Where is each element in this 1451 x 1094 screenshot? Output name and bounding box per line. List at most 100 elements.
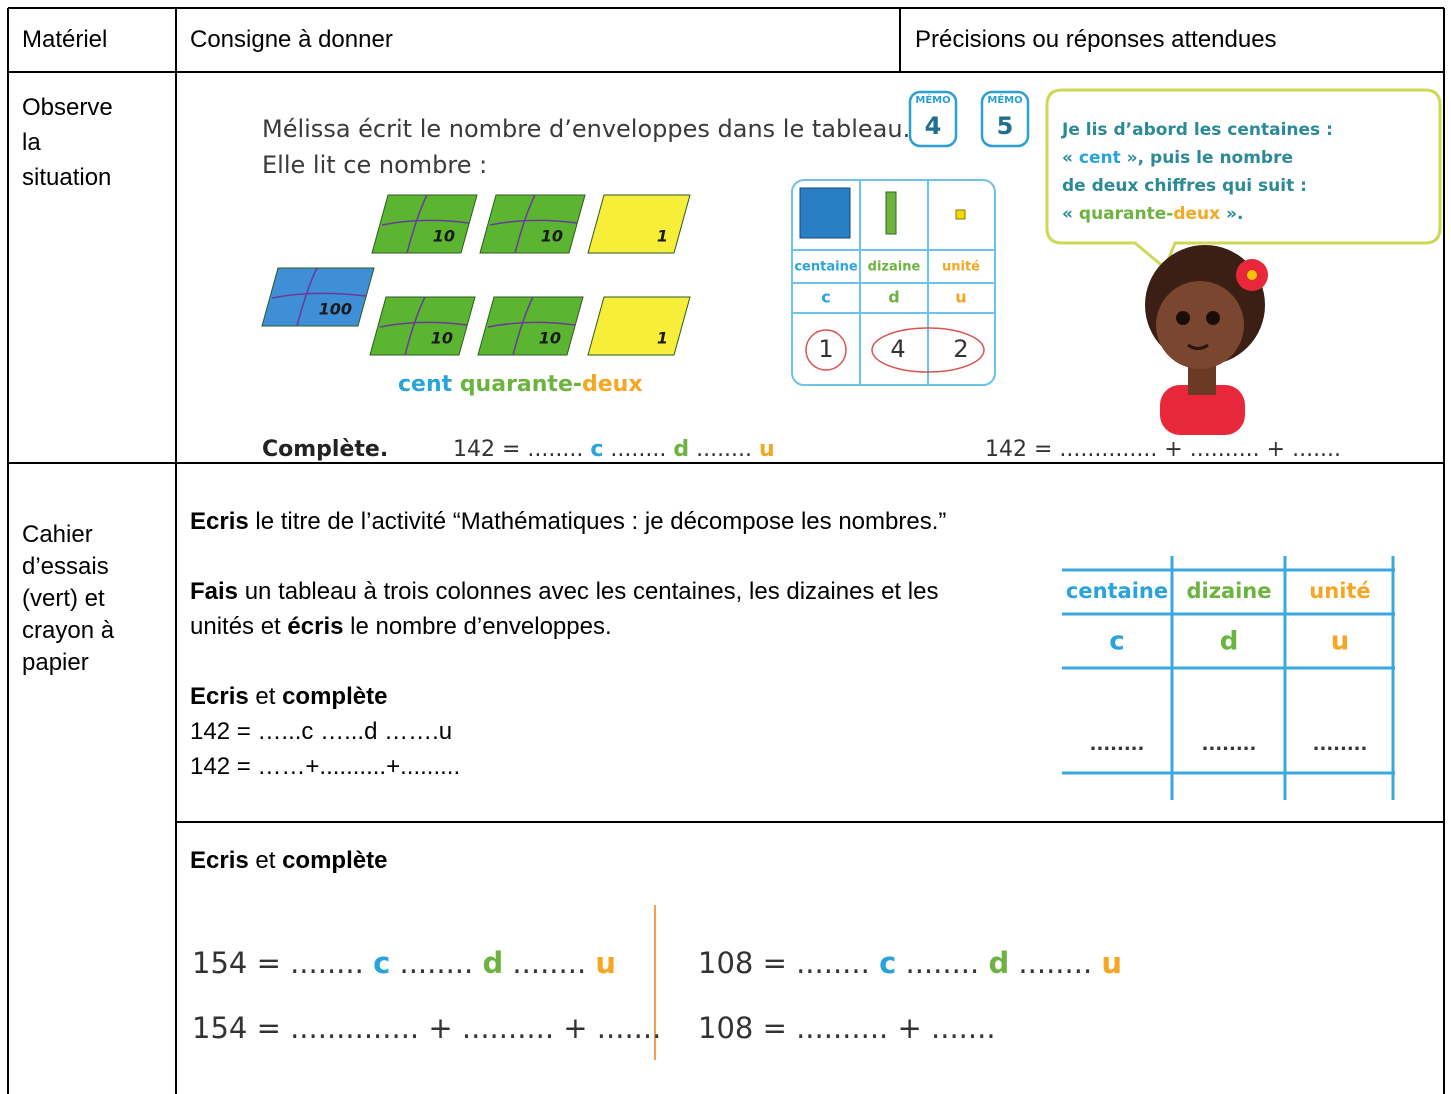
material: Observe la situation (22, 94, 113, 191)
header-cell: Consigne à donner (190, 26, 393, 53)
text-segment: quarante- (460, 372, 582, 397)
place-header: dizaine (868, 260, 921, 275)
text-segment: de deux chiffres qui suit : (1062, 176, 1307, 196)
envelope-label: 100 (319, 300, 352, 319)
header-cell: Matériel (22, 26, 108, 53)
place-letter: c (821, 288, 830, 307)
bubble-line: de deux chiffres qui suit : (1062, 176, 1307, 196)
exercise-label: Complète. (262, 437, 388, 462)
equation: 142 = ........ c ........ d ........ u (453, 437, 775, 462)
text-segment: un tableau à trois colonnes avec les cen… (190, 578, 939, 640)
text-segment: 142 = ........ (453, 437, 590, 462)
envelope-label: 1 (657, 329, 668, 348)
text-segment: deux (582, 372, 643, 397)
header-cell: Précisions ou réponses attendues (915, 26, 1277, 53)
text-segment: Ecris (190, 847, 249, 874)
place-letter: u (955, 288, 966, 307)
text-segment: deux (1173, 204, 1220, 224)
text-segment: u (595, 946, 616, 980)
envelope-label: 10 (433, 227, 455, 246)
place-digit: 1 (818, 335, 833, 363)
table-blank: ........ (1313, 734, 1368, 755)
text-segment: », puis le nombre (1121, 148, 1293, 168)
text-segment: c (590, 437, 603, 462)
text-segment: Ecris (190, 683, 249, 710)
text-segment: ........ (689, 437, 759, 462)
text-segment: Ecris (190, 508, 249, 535)
text-segment: ». (1220, 204, 1243, 224)
girl-illustration (1145, 245, 1268, 435)
digit-circles (805, 327, 985, 373)
place-digit: 4 (890, 335, 905, 363)
envelope (587, 194, 691, 254)
equation: 142 = .............. + .......... + ....… (985, 437, 1341, 462)
text-segment: 108 = ........ (698, 946, 879, 980)
text-segment: quarante- (1079, 204, 1173, 224)
memo-badge (908, 90, 958, 148)
table-blank: ........ (1090, 734, 1145, 755)
equation-line: 142 = ……+..........+......... (190, 753, 461, 780)
envelope (369, 296, 476, 356)
equation: 108 = ........ c ........ d ........ u (698, 946, 1122, 980)
text-segment: c (879, 946, 896, 980)
table-header: dizaine (1186, 579, 1271, 603)
table-letter: c (1109, 627, 1124, 657)
table-blank: ........ (1202, 734, 1257, 755)
text-segment: u (1101, 946, 1122, 980)
text-segment: Fais (190, 578, 239, 605)
text-segment: écris (287, 613, 344, 640)
number-words: cent quarante-deux (398, 372, 643, 397)
bubble-line: « quarante-deux ». (1062, 204, 1243, 224)
speech-bubble (1045, 88, 1442, 271)
instructions: Ecris et complète (190, 843, 990, 878)
text-segment: d (673, 437, 689, 462)
text-segment: cent (398, 372, 460, 397)
text-segment: Je lis d’abord les centaines : (1061, 120, 1333, 140)
envelope-label: 10 (539, 329, 561, 348)
text-segment: 142 = .............. + .......... + ....… (985, 437, 1341, 462)
text-segment: ........ (896, 946, 988, 980)
memo-badge (980, 90, 1030, 148)
intro-text: Mélissa écrit le nombre d’enveloppes dan… (262, 115, 910, 143)
paragraph: Ecris le titre de l’activité “Mathématiq… (190, 504, 990, 539)
text-segment: ........ (390, 946, 482, 980)
bubble-line: Je lis d’abord les centaines : (1061, 120, 1333, 140)
text-segment: complète (282, 847, 388, 874)
envelope (479, 194, 586, 254)
memo-number: 4 (925, 112, 942, 140)
text-segment: « (1062, 148, 1079, 168)
memo-label: MÉMO (987, 93, 1022, 106)
text-segment: et (248, 847, 283, 874)
equation-line: 142 = …...c …...d …….u (190, 718, 453, 745)
equation: 154 = ........ c ........ d ........ u (192, 946, 616, 980)
equation: 154 = .............. + .......... + ....… (192, 1011, 661, 1045)
envelope (371, 194, 478, 254)
bubble-line: « cent », puis le nombre (1062, 148, 1293, 168)
instructions: Ecris le titre de l’activité “Mathématiq… (190, 504, 990, 784)
place-header: unité (942, 260, 980, 275)
intro-text: Elle lit ce nombre : (262, 151, 487, 179)
table-borders (7, 7, 1445, 1094)
envelope-ribbon (489, 194, 578, 254)
place-header: centaine (794, 260, 857, 275)
envelope-label: 10 (541, 227, 563, 246)
text-segment: ........ (1009, 946, 1101, 980)
text-segment: ........ (503, 946, 595, 980)
table-letter: d (1220, 627, 1239, 657)
text-segment: cent (1079, 148, 1121, 168)
text-segment: complète (282, 683, 388, 710)
text-segment: d (482, 946, 503, 980)
text-segment: 154 = .............. + .......... + ....… (192, 1011, 661, 1045)
paragraph: Fais un tableau à trois colonnes avec le… (190, 574, 990, 644)
text-segment: « (1062, 204, 1079, 224)
envelope-label: 10 (431, 329, 453, 348)
text-segment: le nombre d’enveloppes. (343, 613, 612, 640)
text-segment: le titre de l’activité “Mathématiques : … (248, 508, 947, 535)
text-segment: 154 = ........ (192, 946, 373, 980)
paragraph: Ecris et complète (190, 843, 990, 878)
envelope-ribbon (271, 267, 367, 327)
material: Cahier d’essais (vert) et crayon à papie… (22, 521, 115, 676)
text-segment: d (988, 946, 1009, 980)
